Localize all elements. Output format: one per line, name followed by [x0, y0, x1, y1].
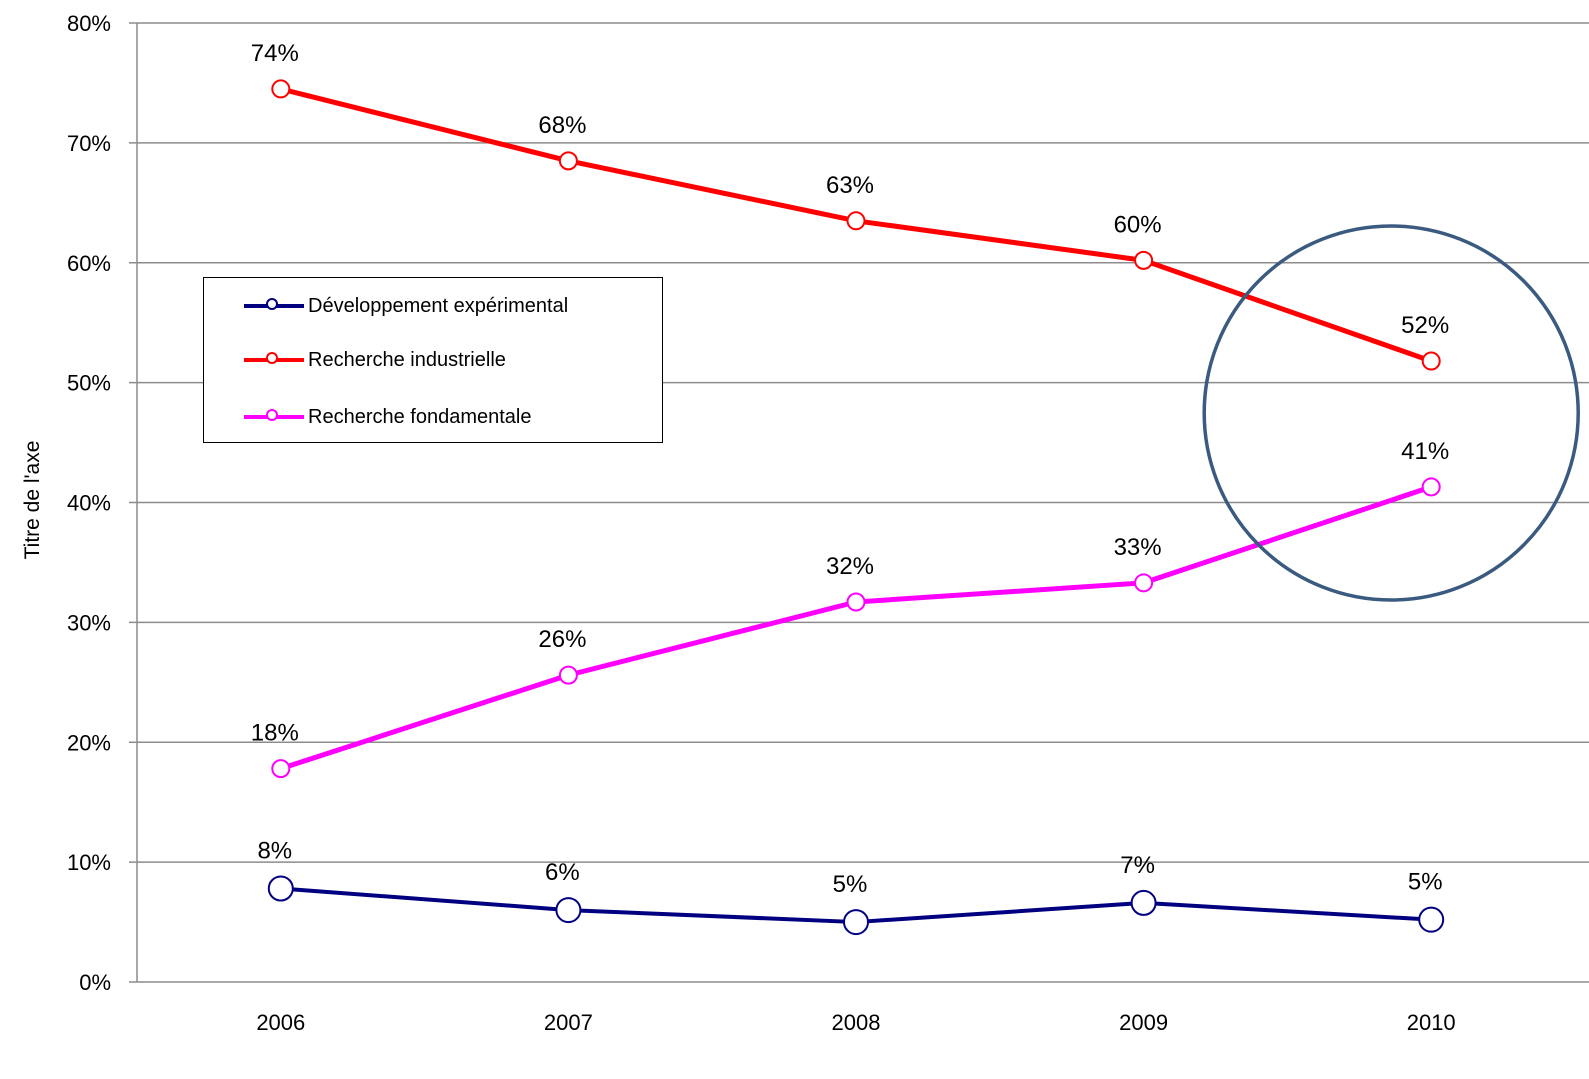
data-point	[271, 79, 291, 99]
data-point	[1130, 889, 1157, 916]
legend-label: Recherche industrielle	[308, 348, 506, 371]
data-label: 32%	[826, 553, 874, 580]
legend-swatch-icon	[244, 298, 304, 310]
legend-swatch-icon	[244, 409, 304, 421]
data-point	[843, 909, 869, 936]
y-tick-label: 0%	[79, 970, 111, 995]
x-tick-label: 2007	[544, 1010, 593, 1035]
data-label: 5%	[833, 871, 868, 898]
data-point	[1134, 250, 1154, 270]
series-layer: 8% 6% 5% 7% 5% 74% 68% 63% 60% 52% 18% 26% 32% 33% 41%	[251, 40, 1449, 936]
data-point	[1134, 573, 1154, 593]
data-point	[271, 759, 291, 779]
data-label: 74%	[251, 40, 299, 67]
highlight-circle	[1202, 224, 1580, 602]
x-tick-labels: 2006 2007 2008 2009 2010	[256, 1010, 1455, 1035]
legend-label: Développement expérimental	[308, 294, 569, 317]
data-label: 41%	[1401, 438, 1449, 465]
data-label: 6%	[545, 859, 580, 886]
series-2: 18% 26% 32% 33% 41%	[251, 438, 1449, 779]
data-point	[558, 151, 578, 171]
data-label: 7%	[1120, 852, 1155, 879]
data-label: 8%	[257, 837, 292, 864]
y-tick-label: 40%	[67, 491, 111, 516]
data-point	[1421, 477, 1441, 497]
y-tick-label: 50%	[67, 371, 111, 396]
y-tick-label: 30%	[67, 610, 111, 635]
data-label: 60%	[1114, 211, 1162, 238]
data-label: 26%	[538, 626, 586, 653]
data-point	[555, 897, 582, 924]
legend-swatch-icon	[244, 352, 304, 364]
series-1: 74% 68% 63% 60% 52%	[251, 40, 1449, 371]
x-tick-label: 2006	[256, 1010, 305, 1035]
y-tick-label: 80%	[67, 11, 111, 36]
data-point	[558, 665, 578, 685]
axes	[129, 22, 1589, 983]
legend-label: Recherche fondamentale	[308, 405, 532, 428]
data-point	[1421, 351, 1441, 371]
y-tick-label: 20%	[67, 730, 111, 755]
y-tick-label: 10%	[67, 850, 111, 875]
x-tick-label: 2009	[1119, 1010, 1168, 1035]
y-tick-label: 70%	[67, 131, 111, 156]
y-tick-labels: 0% 10% 20% 30% 40% 50% 60% 70% 80%	[67, 11, 111, 995]
data-label: 33%	[1114, 534, 1162, 561]
data-point	[846, 211, 866, 231]
data-label: 18%	[251, 720, 299, 747]
data-point	[1418, 906, 1445, 933]
data-label: 63%	[826, 172, 874, 199]
legend-item-recherche-fondamentale: Recherche fondamentale	[244, 402, 531, 432]
x-tick-label: 2010	[1407, 1010, 1456, 1035]
y-axis-label: Titre de l'axe	[21, 440, 44, 560]
x-tick-label: 2008	[832, 1010, 881, 1035]
data-label: 52%	[1401, 312, 1449, 339]
data-point	[846, 592, 866, 612]
legend-item-developpement: Développement expérimental	[244, 291, 568, 321]
data-point	[267, 875, 294, 902]
y-tick-label: 60%	[67, 251, 111, 276]
series-0: 8% 6% 5% 7% 5%	[257, 837, 1445, 936]
legend: Développement expérimental Recherche ind…	[203, 277, 663, 443]
data-label: 68%	[538, 112, 586, 139]
annotation-layer	[1202, 224, 1580, 602]
data-label: 5%	[1408, 869, 1443, 896]
legend-item-recherche-industrielle: Recherche industrielle	[244, 345, 506, 375]
series-line	[280, 484, 1432, 772]
